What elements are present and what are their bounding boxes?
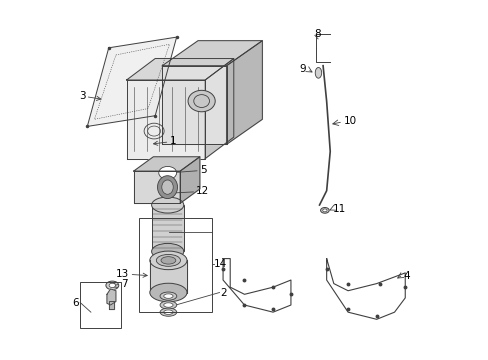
Ellipse shape	[315, 67, 321, 78]
Text: 13: 13	[116, 269, 147, 279]
Text: 3: 3	[79, 91, 101, 101]
Polygon shape	[134, 157, 200, 171]
Ellipse shape	[160, 308, 176, 316]
Polygon shape	[107, 289, 116, 305]
Text: 10: 10	[343, 116, 356, 126]
Ellipse shape	[163, 310, 173, 314]
Polygon shape	[180, 157, 200, 203]
Bar	[139, 217, 212, 312]
Ellipse shape	[106, 281, 119, 290]
Ellipse shape	[320, 207, 328, 213]
Polygon shape	[134, 171, 180, 203]
Ellipse shape	[156, 255, 180, 266]
Text: 8: 8	[313, 28, 320, 39]
Polygon shape	[126, 59, 233, 80]
Text: 12: 12	[165, 186, 209, 197]
Polygon shape	[149, 260, 186, 293]
Bar	[151, 205, 183, 251]
Ellipse shape	[159, 166, 176, 179]
Ellipse shape	[162, 180, 173, 194]
Ellipse shape	[151, 243, 183, 260]
Polygon shape	[162, 41, 262, 66]
Ellipse shape	[154, 163, 181, 183]
Ellipse shape	[163, 303, 173, 307]
Text: 9: 9	[299, 64, 305, 74]
Ellipse shape	[157, 176, 177, 199]
Polygon shape	[126, 80, 205, 158]
Ellipse shape	[149, 251, 186, 270]
Text: 1: 1	[153, 136, 176, 147]
Ellipse shape	[188, 90, 215, 112]
Text: 6: 6	[72, 297, 79, 307]
Text: 4: 4	[402, 271, 409, 282]
Polygon shape	[205, 59, 233, 158]
Polygon shape	[87, 37, 176, 126]
Ellipse shape	[160, 292, 176, 300]
Text: 2: 2	[220, 288, 226, 297]
Ellipse shape	[149, 283, 186, 302]
Polygon shape	[226, 41, 262, 144]
Polygon shape	[162, 66, 226, 144]
Polygon shape	[109, 301, 114, 309]
Ellipse shape	[109, 283, 115, 288]
Ellipse shape	[160, 301, 176, 309]
Text: 11: 11	[332, 203, 346, 213]
Ellipse shape	[322, 209, 326, 212]
Text: 14: 14	[214, 259, 227, 269]
Ellipse shape	[151, 197, 183, 213]
Ellipse shape	[161, 257, 176, 264]
Bar	[80, 282, 121, 328]
Text: 5: 5	[163, 165, 206, 175]
Ellipse shape	[163, 294, 173, 298]
Text: 7: 7	[121, 279, 128, 289]
